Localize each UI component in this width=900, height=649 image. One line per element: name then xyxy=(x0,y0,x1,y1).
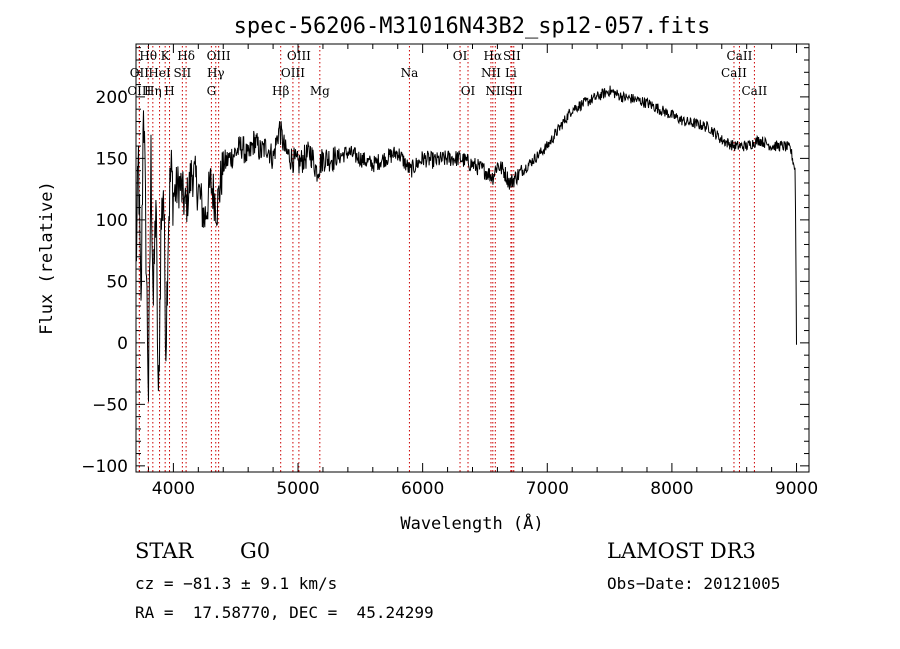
line-label: OIII xyxy=(281,66,305,80)
line-label: NII xyxy=(485,84,505,98)
axis-ticks xyxy=(136,44,809,472)
observation-date: Obs−Date: 20121005 xyxy=(607,574,781,593)
line-label: CaII xyxy=(721,66,747,80)
line-label: SII xyxy=(174,66,192,80)
y-tick-label: 100 xyxy=(96,211,128,231)
line-label: Hδ xyxy=(177,49,195,63)
line-label: Hβ xyxy=(272,84,289,98)
survey-name: LAMOST DR3 xyxy=(607,539,756,563)
x-tick-label: 6000 xyxy=(401,479,444,499)
y-tick-label: 50 xyxy=(106,272,128,292)
line-label: NII xyxy=(481,66,501,80)
line-label: HeI xyxy=(148,66,171,80)
spectral-line-markers xyxy=(138,46,755,472)
x-tick-label: 4000 xyxy=(152,479,195,499)
line-label: OI xyxy=(453,49,468,63)
line-label: K xyxy=(161,49,171,63)
y-tick-label: −50 xyxy=(92,395,128,415)
x-tick-label: 8000 xyxy=(650,479,693,499)
axis-tick-labels: 4000 5000 6000 7000 8000 9000 −100 −50 0 50 100 150… xyxy=(81,88,818,499)
y-tick-label: 200 xyxy=(96,88,128,108)
redshift-velocity: cz = −81.3 ± 9.1 km/s xyxy=(135,574,338,593)
line-label: OII xyxy=(130,66,150,80)
x-tick-label: 7000 xyxy=(526,479,569,499)
line-label: Na xyxy=(401,66,419,80)
line-label: Hη xyxy=(144,84,162,98)
object-class: STAR xyxy=(135,539,194,563)
line-label: CaII xyxy=(727,49,753,63)
x-axis-label: Wavelength (Å) xyxy=(400,512,543,534)
chart-title: spec-56206-M31016N43B2_sp12-057.fits xyxy=(234,14,711,39)
coordinates: RA = 17.58770, DEC = 45.24299 xyxy=(135,603,434,622)
y-tick-label: −100 xyxy=(81,457,128,477)
y-tick-label: 150 xyxy=(96,149,128,169)
flux-series-line xyxy=(135,85,797,402)
spectral-subclass: G0 xyxy=(240,539,271,563)
y-axis-label: Flux (relative) xyxy=(37,181,57,335)
line-label: H xyxy=(164,84,174,98)
line-label: OIII xyxy=(287,49,311,63)
line-label: Mg xyxy=(310,84,330,98)
y-tick-label: 0 xyxy=(117,334,128,354)
spectral-line-labels: Hθ OII OIII K HeI Hη H Hδ SII OIII Hγ G OIII OIII Hβ Mg… xyxy=(127,49,767,98)
line-label: Hγ xyxy=(207,66,225,80)
line-label: Hθ xyxy=(139,49,157,63)
line-label: Li xyxy=(505,66,517,80)
line-label: OIII xyxy=(207,49,231,63)
x-tick-label: 9000 xyxy=(775,479,818,499)
line-label: OIII xyxy=(127,84,151,98)
line-label: SII xyxy=(505,84,523,98)
line-label: SII xyxy=(503,49,521,63)
line-label: OI xyxy=(461,84,476,98)
x-tick-label: 5000 xyxy=(276,479,319,499)
line-label: CaII xyxy=(741,84,767,98)
plot-frame xyxy=(135,43,810,473)
line-label: G xyxy=(207,84,217,98)
line-label: Hα xyxy=(484,49,503,63)
